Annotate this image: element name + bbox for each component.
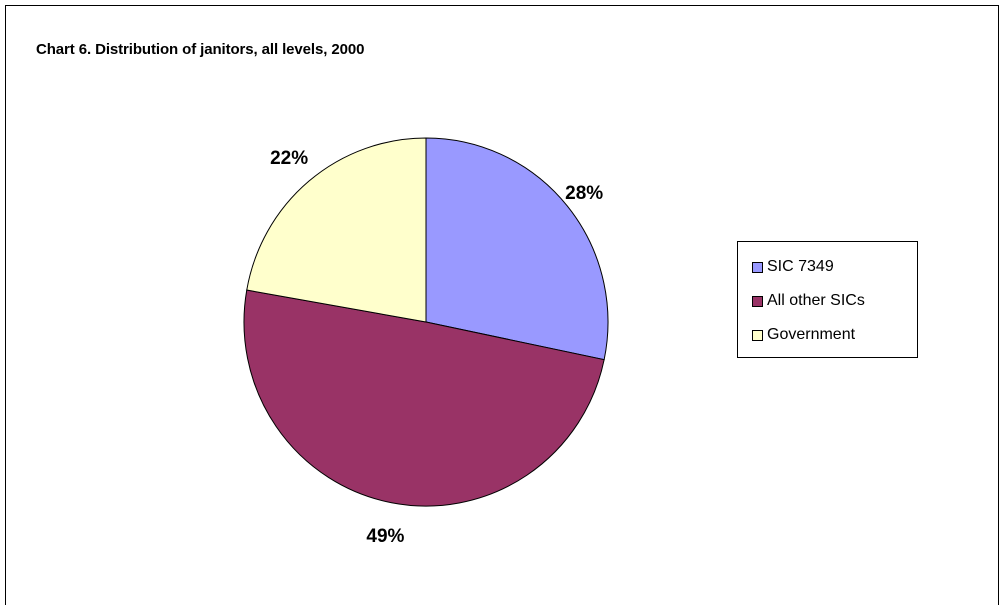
legend-swatch-sic-7349	[752, 261, 763, 273]
pie-slice-all-other-sics	[243, 289, 605, 507]
legend-label-government: Government	[767, 326, 856, 343]
pie-slice-sic-7349	[425, 137, 609, 361]
data-label-government: 22%	[270, 148, 308, 169]
legend-label-all-other-sics: All other SICs	[767, 292, 865, 309]
legend-item-all-other-sics: All other SICs	[752, 291, 865, 311]
chart-legend: SIC 7349 All other SICs Government	[737, 241, 918, 358]
legend-item-sic-7349: SIC 7349	[752, 257, 834, 277]
legend-label-sic-7349: SIC 7349	[767, 258, 834, 275]
pie-slice-government	[246, 137, 427, 323]
data-label-all-other-sics: 49%	[366, 526, 404, 547]
legend-swatch-all-other-sics	[752, 295, 763, 307]
legend-swatch-government	[752, 329, 763, 341]
data-label-sic-7349: 28%	[565, 183, 603, 204]
chart-title: Chart 6. Distribution of janitors, all l…	[36, 41, 365, 58]
legend-item-government: Government	[752, 325, 855, 345]
